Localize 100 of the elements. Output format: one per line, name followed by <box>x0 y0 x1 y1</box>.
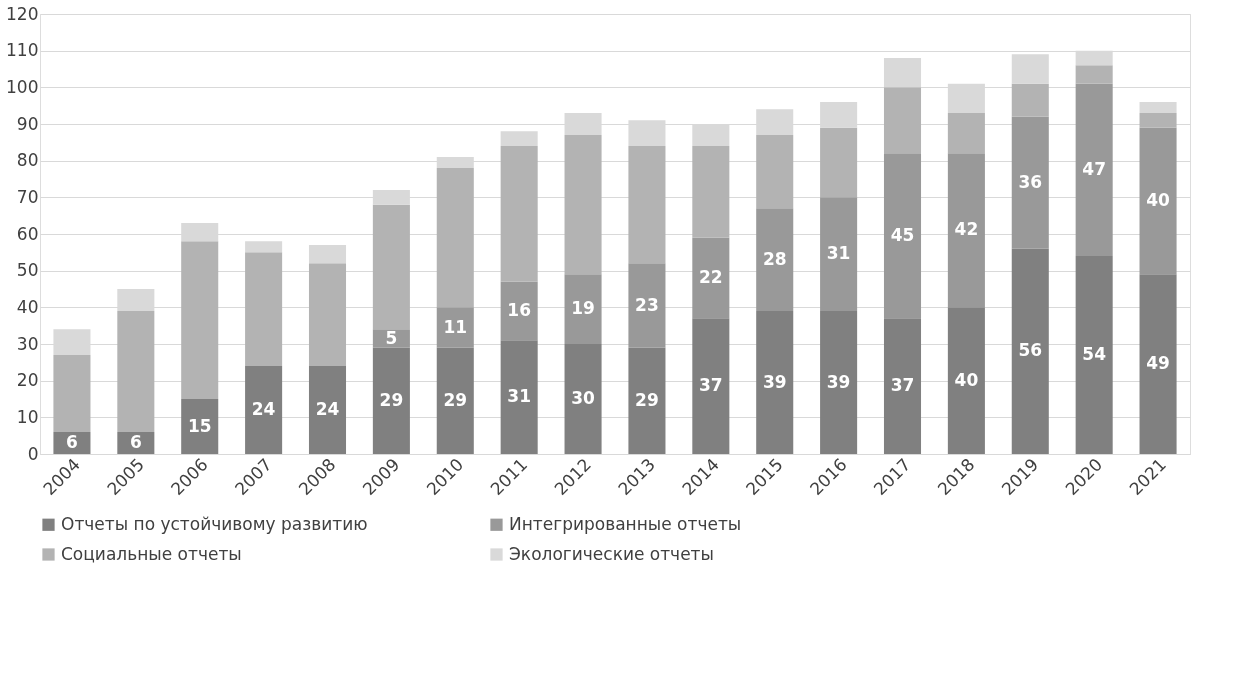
data-label: 56 <box>1018 340 1043 361</box>
data-label: 36 <box>1018 171 1043 192</box>
data-label: 45 <box>890 224 915 245</box>
legend-label: Интегрированные отчеты <box>509 513 742 534</box>
bar <box>756 135 794 209</box>
y-tick-label: 50 <box>16 260 39 281</box>
data-label: 49 <box>1146 353 1170 374</box>
y-tick-label: 20 <box>16 370 39 391</box>
bar <box>308 245 347 264</box>
data-label: 40 <box>954 369 979 390</box>
bar <box>1075 83 1113 256</box>
bar <box>947 307 985 454</box>
data-label: 19 <box>571 298 595 319</box>
bar <box>1139 274 1177 454</box>
bar <box>947 113 985 154</box>
bar <box>756 311 794 454</box>
bar <box>436 347 474 454</box>
bar <box>500 281 538 341</box>
bar <box>820 197 858 311</box>
data-label: 24 <box>315 399 340 419</box>
data-label: 29 <box>379 389 404 410</box>
bar <box>1075 256 1113 454</box>
bar <box>692 146 730 238</box>
data-label: 23 <box>635 294 659 315</box>
bar <box>692 237 730 319</box>
data-label: 31 <box>826 243 851 264</box>
data-label: 22 <box>699 267 723 287</box>
bar <box>500 146 538 282</box>
y-tick-label: 80 <box>16 150 39 171</box>
data-label: 39 <box>826 371 851 392</box>
y-tick-label: 30 <box>16 333 39 354</box>
bar <box>1011 248 1049 454</box>
data-label: 6 <box>129 432 142 452</box>
y-tick-label: 70 <box>16 186 39 207</box>
y-tick-label: 120 <box>6 3 39 24</box>
y-tick-label: 10 <box>16 406 39 427</box>
bar <box>692 318 730 454</box>
bar <box>500 340 538 454</box>
y-tick-label: 90 <box>16 113 39 134</box>
y-tick-label: 0 <box>27 443 39 464</box>
data-label: 5 <box>385 327 398 348</box>
data-label: 16 <box>507 300 531 320</box>
data-label: 24 <box>251 399 276 419</box>
bar <box>820 127 858 198</box>
data-label: 15 <box>187 415 212 436</box>
bar <box>1139 102 1177 113</box>
data-label: 39 <box>762 371 787 392</box>
bar <box>820 311 858 454</box>
data-label: 42 <box>954 219 979 240</box>
legend-label: Отчеты по устойчивому развитию <box>61 513 368 534</box>
bar <box>883 58 922 88</box>
bar <box>1139 113 1177 128</box>
bar <box>53 355 91 432</box>
y-tick-label: 100 <box>6 76 39 97</box>
bar <box>1011 116 1049 249</box>
bar <box>308 263 347 366</box>
bar <box>628 146 666 264</box>
data-label: 37 <box>699 375 723 396</box>
bar <box>308 366 347 454</box>
data-label: 29 <box>635 389 659 410</box>
bar <box>245 241 283 253</box>
data-label: 54 <box>1082 344 1107 364</box>
bar <box>628 263 666 348</box>
data-label: 40 <box>1146 190 1171 210</box>
y-tick-label: 60 <box>16 223 39 244</box>
data-label: 30 <box>571 388 596 408</box>
bar <box>181 399 219 454</box>
data-label: 29 <box>443 389 468 410</box>
data-label: 28 <box>762 248 787 269</box>
bar <box>883 153 922 319</box>
data-label: 6 <box>66 432 78 452</box>
bar <box>883 318 922 454</box>
bar <box>756 208 794 311</box>
bar <box>245 252 283 366</box>
bar <box>436 168 474 308</box>
bar <box>372 347 410 454</box>
bar <box>245 366 283 454</box>
bar <box>1011 83 1049 117</box>
bar <box>372 204 410 330</box>
data-label: 47 <box>1082 158 1106 179</box>
y-tick-label: 110 <box>6 40 39 61</box>
data-label: 31 <box>507 386 531 407</box>
data-label: 37 <box>890 375 915 396</box>
bar <box>1139 127 1177 275</box>
bar <box>564 274 602 344</box>
data-label: 11 <box>443 316 468 337</box>
bar <box>181 241 219 399</box>
bar <box>883 87 922 154</box>
bar <box>947 153 985 308</box>
legend-label: Социальные отчеты <box>61 543 242 564</box>
bar <box>564 344 602 454</box>
bar <box>1011 54 1049 84</box>
legend-label: Экологические отчеты <box>509 543 714 564</box>
y-tick-label: 40 <box>16 296 39 317</box>
bar <box>117 311 155 432</box>
bar <box>1075 65 1113 84</box>
bar <box>500 131 538 146</box>
bar <box>628 347 666 454</box>
bar <box>436 307 474 348</box>
bar <box>564 135 602 275</box>
